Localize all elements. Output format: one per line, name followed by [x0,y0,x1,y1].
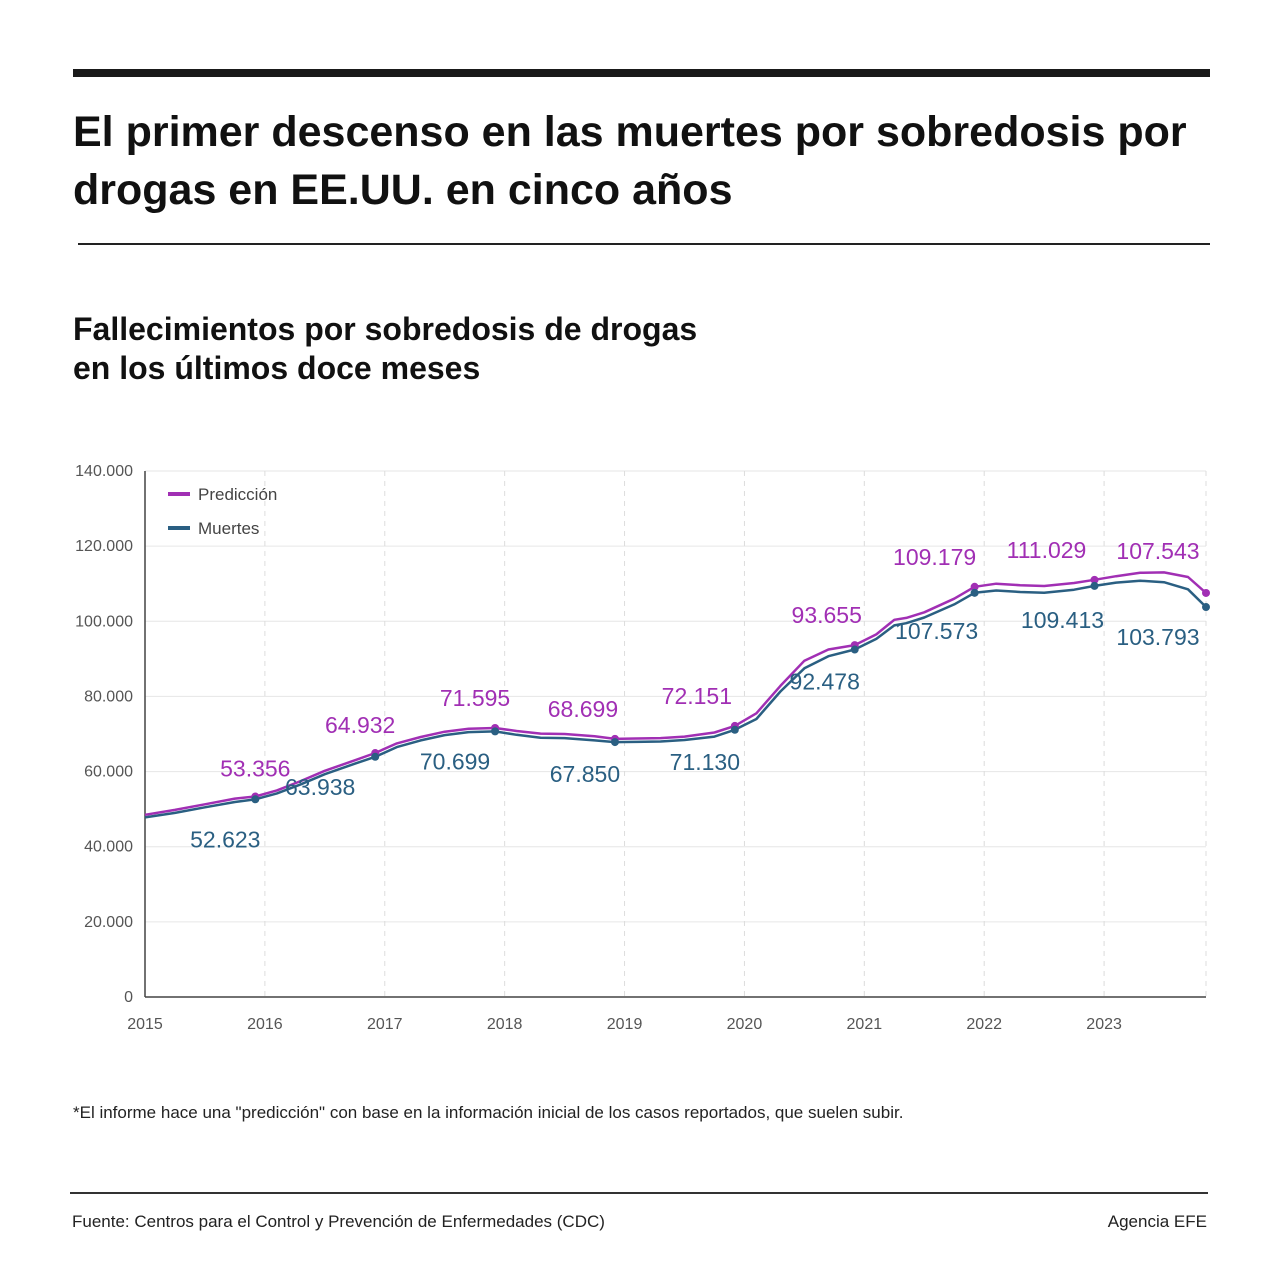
headline: El primer descenso en las muertes por so… [73,108,1187,214]
point-muertes [1202,603,1210,612]
data-label-muertes: 103.793 [1116,624,1199,650]
y-tick-label: 60.000 [84,764,133,781]
point-muertes [1090,581,1099,590]
data-label-muertes: 52.623 [190,826,260,852]
y-tick-label: 0 [124,989,133,1006]
data-label-prediccion: 111.029 [1007,537,1087,563]
point-prediccion [1090,575,1099,584]
top-rule [73,69,1210,77]
point-muertes [970,588,979,597]
data-label-prediccion: 93.655 [792,602,862,628]
series-line-prediccion [144,571,1207,817]
x-tick-label: 2016 [247,1016,283,1033]
line-chart: 0 20.000 40.000 60.000 80.000 100.000 120.000 1… [75,463,1210,1033]
point-muertes [251,795,260,804]
y-tick-label: 80.000 [84,688,133,705]
x-tick-label: 2023 [1086,1016,1122,1033]
data-label-prediccion: 64.932 [325,712,395,738]
chart-series [144,571,1210,819]
x-tick-label: 2019 [607,1016,643,1033]
data-label-prediccion: 72.151 [662,683,732,709]
data-label-muertes: 70.699 [420,748,490,774]
data-label-prediccion: 107.543 [1116,538,1199,564]
series-line-muertes [144,579,1207,819]
chart-title-line-2: en los últimos doce meses [73,350,481,386]
y-tick-label: 100.000 [75,613,133,630]
point-muertes [850,645,859,654]
data-label-muertes: 63.938 [285,774,355,800]
source-credit: Fuente: Centros para el Control y Preven… [72,1212,605,1231]
chart-data-labels: 53.356 64.932 71.595 68.699 72.151 93.655 109.… [190,537,1199,852]
data-label-prediccion: 71.595 [440,685,510,711]
chart-legend: Predicción Muertes [168,485,277,538]
y-tick-label: 120.000 [75,538,133,555]
data-label-muertes: 109.413 [1021,607,1104,633]
chart-axes: 0 20.000 40.000 60.000 80.000 100.000 120.000 1… [75,463,1206,1033]
point-muertes [371,752,380,761]
mid-rule [78,243,1210,245]
data-label-prediccion: 109.179 [893,544,976,570]
agency-credit: Agencia EFE [1107,1212,1207,1231]
x-tick-label: 2022 [966,1016,1002,1033]
data-label-prediccion: 53.356 [220,756,290,782]
y-tick-label: 40.000 [84,839,133,856]
x-tick-label: 2020 [727,1016,763,1033]
x-tick-label: 2018 [487,1016,523,1033]
legend-label-muertes: Muertes [198,519,259,538]
y-tick-label: 20.000 [84,914,133,931]
data-label-muertes: 71.130 [670,749,740,775]
data-label-muertes: 107.573 [895,618,978,644]
point-muertes [491,727,500,736]
point-muertes [730,725,739,734]
point-muertes [610,738,619,747]
bottom-rule [70,1192,1208,1194]
chart-title: Fallecimientos por sobredosis de drogas … [73,310,973,388]
data-label-muertes: 67.850 [550,761,620,787]
x-tick-label: 2015 [127,1016,163,1033]
point-prediccion [970,582,979,591]
data-label-muertes: 92.478 [790,669,860,695]
footnote: *El informe hace una "predicción" con ba… [73,1103,904,1122]
x-tick-label: 2017 [367,1016,403,1033]
point-prediccion [1202,588,1210,597]
chart-title-line-1: Fallecimientos por sobredosis de drogas [73,311,698,347]
y-tick-label: 140.000 [75,463,133,480]
x-tick-label: 2021 [847,1016,883,1033]
data-label-prediccion: 68.699 [548,696,618,722]
legend-label-prediccion: Predicción [198,485,277,504]
